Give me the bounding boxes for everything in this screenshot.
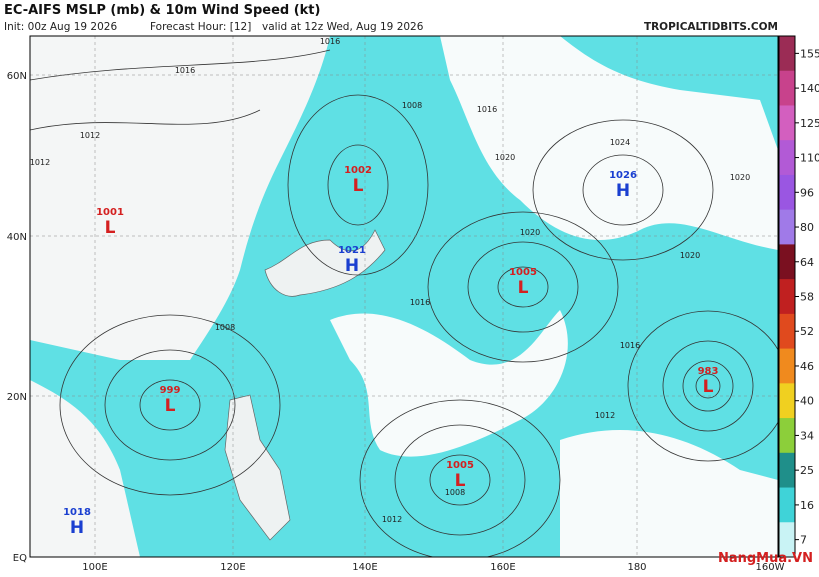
center-pressure: 1018 bbox=[63, 507, 91, 518]
colorbar-segment bbox=[779, 383, 795, 419]
colorbar-segment bbox=[779, 279, 795, 315]
center-letter: L bbox=[518, 278, 529, 298]
lon-label: 180 bbox=[627, 562, 646, 573]
colorbar-label: 125 bbox=[800, 117, 819, 130]
site-credit: TROPICALTIDBITS.COM bbox=[644, 21, 778, 33]
land-indochina bbox=[30, 380, 140, 557]
center-letter: L bbox=[455, 471, 466, 491]
isobar-label: 1012 bbox=[80, 131, 100, 140]
center-pressure: 1026 bbox=[609, 170, 637, 181]
colorbar-label: 52 bbox=[800, 325, 814, 338]
colorbar-segment bbox=[779, 313, 795, 350]
lon-label: 140E bbox=[352, 562, 377, 573]
colorbar-segment bbox=[779, 140, 795, 176]
center-pressure: 983 bbox=[698, 366, 719, 377]
colorbar-label: 96 bbox=[800, 186, 814, 199]
colorbar-label: 46 bbox=[800, 360, 814, 373]
center-letter: L bbox=[703, 377, 714, 397]
colorbar-segment bbox=[779, 487, 795, 523]
colorbar-segment bbox=[779, 36, 795, 72]
isobar-label: 1016 bbox=[175, 66, 195, 75]
lon-label: 120E bbox=[220, 562, 245, 573]
lat-label: 20N bbox=[7, 392, 27, 403]
colorbar-label: 155 bbox=[800, 47, 819, 60]
center-pressure: 1001 bbox=[96, 207, 124, 218]
isobar-label: 1012 bbox=[382, 515, 402, 524]
init-time: Init: 00z Aug 19 2026 bbox=[4, 21, 117, 33]
isobar-label: 1008 bbox=[215, 323, 235, 332]
calm-region bbox=[560, 430, 778, 557]
lat-label: EQ bbox=[13, 553, 27, 564]
isobars bbox=[30, 49, 778, 557]
isobar-label: 1020 bbox=[730, 173, 750, 182]
lon-label: 100E bbox=[82, 562, 107, 573]
colorbar-segment bbox=[779, 105, 795, 141]
center-pressure: 1021 bbox=[338, 245, 366, 256]
isobar-label: 1008 bbox=[402, 101, 422, 110]
valid-time: valid at 12z Wed, Aug 19 2026 bbox=[262, 21, 424, 33]
colorbar-label: 140 bbox=[800, 82, 819, 95]
isobar-label: 1012 bbox=[595, 411, 615, 420]
center-letter: L bbox=[353, 176, 364, 196]
isobar-label: 1012 bbox=[30, 158, 50, 167]
colorbar-label: 110 bbox=[800, 152, 819, 165]
colorbar-segment bbox=[779, 70, 795, 106]
center-letter: H bbox=[70, 518, 84, 538]
colorbar-label: 40 bbox=[800, 395, 814, 408]
center-pressure: 1005 bbox=[509, 267, 537, 278]
colorbar-label: 16 bbox=[800, 499, 814, 512]
colorbar-label: 34 bbox=[800, 429, 814, 442]
colorbar-label: 25 bbox=[800, 464, 814, 477]
colorbar-label: 80 bbox=[800, 221, 814, 234]
land-asia bbox=[30, 36, 330, 360]
colorbar-label: 64 bbox=[800, 256, 814, 269]
lon-label: 160E bbox=[490, 562, 515, 573]
center-letter: H bbox=[345, 256, 359, 276]
title: EC-AIFS MSLP (mb) & 10m Wind Speed (kt) bbox=[4, 3, 320, 18]
colorbar-segment bbox=[779, 452, 795, 489]
map-area: 1016 1016 1008 1016 1020 1024 1020 1020 1016 1012… bbox=[29, 35, 779, 558]
center-letter: H bbox=[616, 181, 630, 201]
colorbar-segment bbox=[779, 209, 795, 245]
isobar-label: 1024 bbox=[610, 138, 630, 147]
lat-label: 60N bbox=[7, 71, 27, 82]
graticule bbox=[30, 36, 778, 557]
colorbar-segment bbox=[779, 174, 795, 211]
isobar-label: 1016 bbox=[477, 105, 497, 114]
map-frame bbox=[29, 35, 779, 558]
calm-region bbox=[440, 36, 778, 250]
colorbar-label: 58 bbox=[800, 291, 814, 304]
colorbar-segment bbox=[779, 348, 795, 384]
lat-label: 40N bbox=[7, 232, 27, 243]
center-pressure: 1005 bbox=[446, 460, 474, 471]
isobar-label: 1016 bbox=[410, 298, 430, 307]
colorbar-segment bbox=[779, 522, 795, 558]
land-philippines bbox=[224, 394, 291, 541]
isobar-label: 1020 bbox=[495, 153, 515, 162]
isobar-label: 1020 bbox=[520, 228, 540, 237]
isobar-label: 1008 bbox=[445, 488, 465, 497]
colorbar-label: 7 bbox=[800, 534, 807, 547]
calm-region bbox=[330, 310, 568, 457]
colorbar-frame bbox=[778, 35, 796, 558]
center-pressure: 1002 bbox=[344, 165, 372, 176]
isobar-label: 1016 bbox=[320, 37, 340, 46]
watermark: NangMua.VN bbox=[718, 551, 813, 566]
center-pressure: 999 bbox=[160, 385, 181, 396]
colorbar-segment bbox=[779, 418, 795, 454]
lon-label: 160W bbox=[756, 562, 785, 573]
colorbar-segment bbox=[779, 244, 795, 280]
isobar-label: 1020 bbox=[680, 251, 700, 260]
center-letter: L bbox=[165, 396, 176, 416]
land-japan-korea bbox=[264, 229, 386, 297]
isobar-label: 1016 bbox=[620, 341, 640, 350]
forecast-hour: Forecast Hour: [12] bbox=[150, 21, 251, 33]
center-letter: L bbox=[105, 218, 116, 238]
